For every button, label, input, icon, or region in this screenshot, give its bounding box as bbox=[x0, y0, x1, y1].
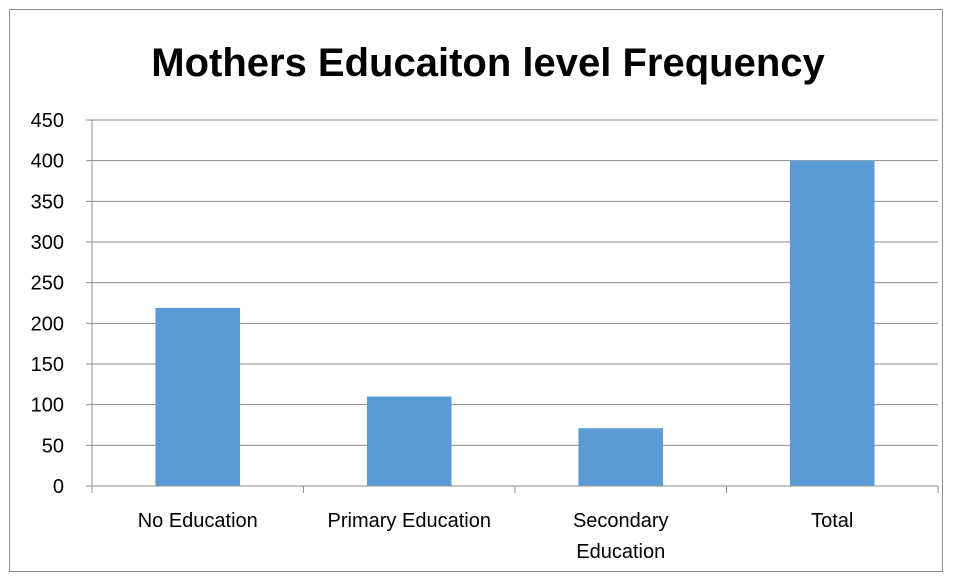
bar bbox=[366, 396, 452, 486]
y-tick-label: 350 bbox=[31, 191, 64, 213]
y-tick-label: 200 bbox=[31, 313, 64, 335]
x-tick-label: Primary Education bbox=[328, 510, 491, 532]
y-tick-label: 0 bbox=[53, 476, 64, 498]
x-tick-label: Total bbox=[811, 510, 853, 532]
x-axis-labels: No Education Primary Education Secondary Ed… bbox=[138, 510, 854, 563]
bar bbox=[789, 160, 875, 486]
x-tick-label: Secondary Education bbox=[573, 510, 669, 563]
bars bbox=[155, 160, 875, 486]
y-tick-label: 450 bbox=[31, 110, 64, 132]
y-tick-label: 100 bbox=[31, 395, 64, 417]
bar bbox=[578, 428, 664, 486]
x-tick-label-line: Secondary bbox=[573, 510, 669, 532]
y-tick-label: 150 bbox=[31, 354, 64, 376]
y-tick-label: 250 bbox=[31, 273, 64, 295]
chart-title: Mothers Educaiton level Frequency bbox=[151, 41, 825, 85]
y-tick-label: 400 bbox=[31, 151, 64, 173]
y-axis-ticks: 0 50 100 150 200 250 300 350 400 450 bbox=[31, 110, 93, 498]
y-tick-label: 300 bbox=[31, 232, 64, 254]
x-tick-label-line: Total bbox=[811, 510, 853, 532]
x-axis bbox=[91, 485, 939, 493]
x-tick-label-line: Education bbox=[576, 541, 665, 563]
x-tick-label-line: No Education bbox=[138, 510, 258, 532]
x-tick-label-line: Primary Education bbox=[328, 510, 491, 532]
bar bbox=[155, 307, 241, 486]
y-tick-label: 50 bbox=[42, 435, 64, 457]
x-tick-label: No Education bbox=[138, 510, 258, 532]
